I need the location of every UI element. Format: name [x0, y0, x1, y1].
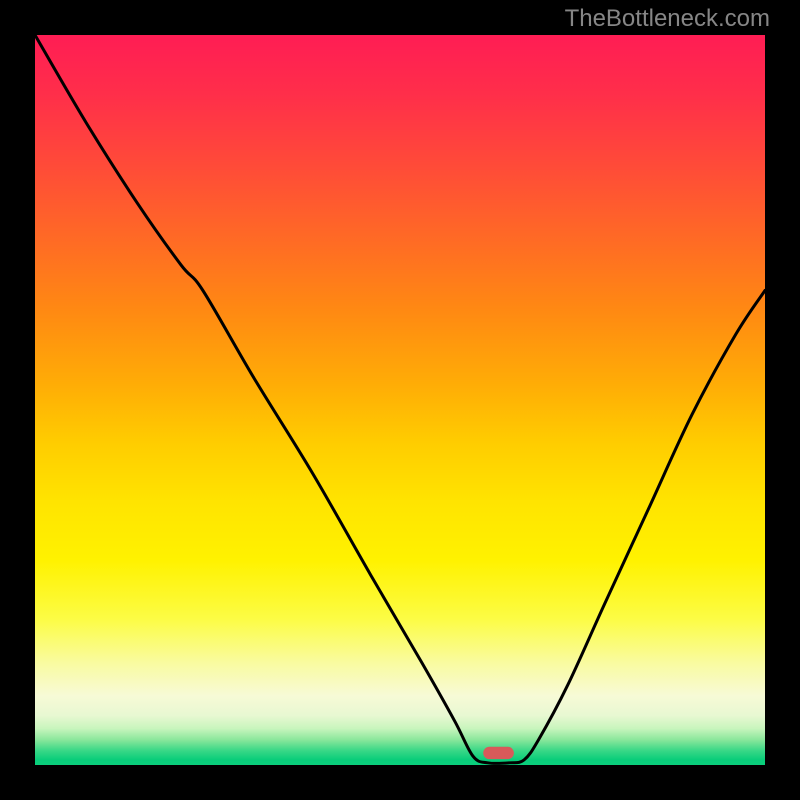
- watermark: TheBottleneck.com: [565, 5, 770, 32]
- bottleneck-chart: TheBottleneck.com: [0, 0, 800, 800]
- plot-background-gradient: [35, 35, 765, 765]
- sweet-spot-marker: [483, 747, 514, 759]
- chart-svg: TheBottleneck.com: [0, 0, 800, 800]
